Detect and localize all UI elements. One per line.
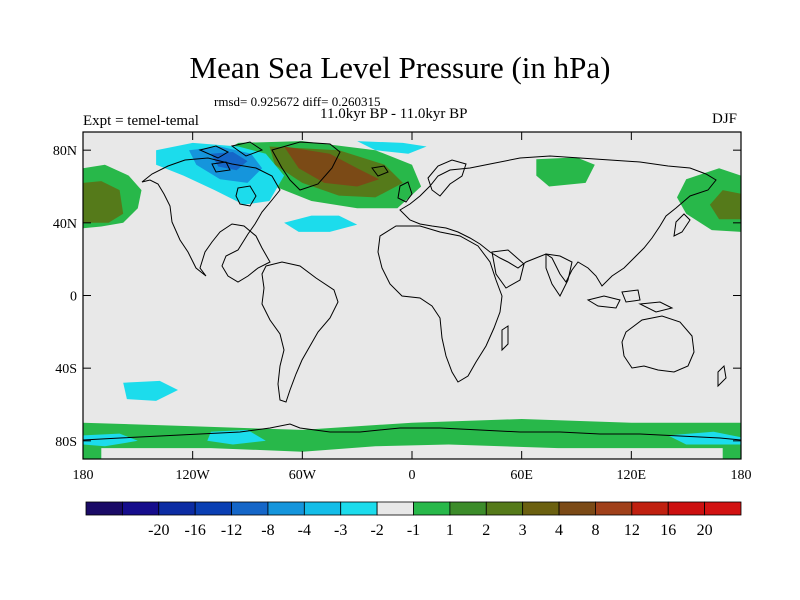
coast-greenland — [271, 141, 341, 191]
colorbar-swatch — [340, 501, 378, 516]
region-spac-cyan — [123, 380, 178, 401]
colorbar-swatch — [158, 501, 196, 516]
coastlines — [83, 141, 741, 441]
colorbar-label: -1 — [407, 522, 420, 539]
lon-tick-label: 180 — [73, 468, 94, 483]
coast-antarctica — [83, 423, 741, 441]
lon-tick-label: 60E — [510, 468, 533, 483]
coast-scandinavia — [427, 159, 467, 197]
colorbar-label: -3 — [334, 522, 347, 539]
region-epac-olive — [709, 190, 741, 220]
colorbar-swatch — [522, 501, 560, 516]
region-atl-cyan — [284, 215, 358, 232]
colorbar-swatch — [485, 501, 524, 516]
coast-new-zealand — [717, 364, 727, 388]
period-label: 11.0kyr BP - 11.0kyr BP — [320, 106, 468, 122]
coast-india — [545, 253, 573, 297]
longitude-axis: 180 120W 60W 0 60E 120E 180 — [73, 132, 752, 483]
coast-eurasia — [399, 155, 717, 287]
colorbar-label: -2 — [370, 522, 383, 539]
colorbar-label: 3 — [519, 522, 527, 539]
lat-tick-label: 40N — [53, 217, 77, 232]
colorbar-label: -12 — [221, 522, 242, 539]
region-siberia-green — [536, 157, 595, 187]
colorbar-swatch — [413, 501, 451, 516]
region-npac-olive — [83, 181, 124, 223]
lon-tick-label: 180 — [731, 468, 752, 483]
colorbar-label: 12 — [624, 522, 640, 539]
colorbar-swatch — [231, 501, 269, 516]
coast-arabia — [491, 249, 525, 289]
map-title: Mean Sea Level Pressure (in hPa) — [189, 50, 611, 85]
colorbar-swatch — [267, 501, 305, 516]
latitude-axis: 80N 40N 0 40S 80S — [53, 144, 741, 450]
pressure-anomaly-regions — [83, 141, 741, 459]
colorbar-label: 1 — [446, 522, 454, 539]
region-antarctic-cyan-2 — [207, 429, 266, 445]
season-label: DJF — [712, 111, 738, 127]
coast-indonesia — [586, 289, 674, 313]
colorbar-swatch — [667, 501, 706, 516]
colorbar-label: -8 — [261, 522, 274, 539]
colorbar-swatch — [194, 501, 232, 516]
colorbar-label: 20 — [697, 522, 713, 539]
region-antarctic-cyan-1 — [83, 433, 138, 447]
region-antarctic-cyan-3 — [667, 431, 741, 445]
coast-hudson-bay — [235, 185, 257, 207]
colorbar-swatch — [303, 501, 342, 516]
coast-south-america — [261, 261, 339, 403]
coast-madagascar — [501, 325, 509, 352]
lon-tick-label: 120W — [176, 468, 211, 483]
coast-north-america — [141, 157, 281, 283]
colorbar-swatch — [376, 501, 414, 516]
lat-tick-label: 80N — [53, 144, 77, 159]
colorbar-swatch — [704, 501, 742, 516]
coast-japan — [673, 213, 691, 237]
colorbar-label: -16 — [185, 522, 206, 539]
colorbar-label: 2 — [482, 522, 490, 539]
region-arctic-cyan — [357, 141, 427, 154]
colorbar-label: 8 — [591, 522, 599, 539]
coast-africa — [377, 225, 503, 383]
colorbar: -20 -16 -12 -8 -4 -3 -2 -1 1 2 3 4 8 12 16 20 — [85, 501, 742, 539]
lat-tick-label: 0 — [70, 290, 77, 305]
colorbar-swatch — [121, 501, 160, 516]
coast-arctic-islands — [198, 141, 264, 173]
lat-tick-label: 40S — [55, 362, 77, 377]
colorbar-swatch — [85, 501, 123, 516]
coast-iceland — [371, 165, 389, 177]
colorbar-label: -20 — [148, 522, 169, 539]
lon-tick-label: 120E — [617, 468, 647, 483]
region-natl-brown — [284, 146, 380, 187]
coast-australia — [621, 315, 695, 373]
coast-british-isles — [397, 181, 413, 203]
colorbar-swatch — [595, 501, 633, 516]
colorbar-label: -4 — [298, 522, 311, 539]
lat-tick-label: 80S — [55, 435, 77, 450]
lon-tick-label: 0 — [409, 468, 416, 483]
stats-label: rmsd= 0.925672 diff= 0.260315 — [214, 94, 381, 109]
lon-tick-label: 60W — [289, 468, 317, 483]
colorbar-swatch — [558, 501, 596, 516]
colorbar-label: 16 — [660, 522, 676, 539]
experiment-label: Expt = temel-temal — [83, 113, 199, 129]
colorbar-label: 4 — [555, 522, 563, 539]
colorbar-swatch — [631, 501, 669, 516]
colorbar-swatch — [449, 501, 487, 516]
